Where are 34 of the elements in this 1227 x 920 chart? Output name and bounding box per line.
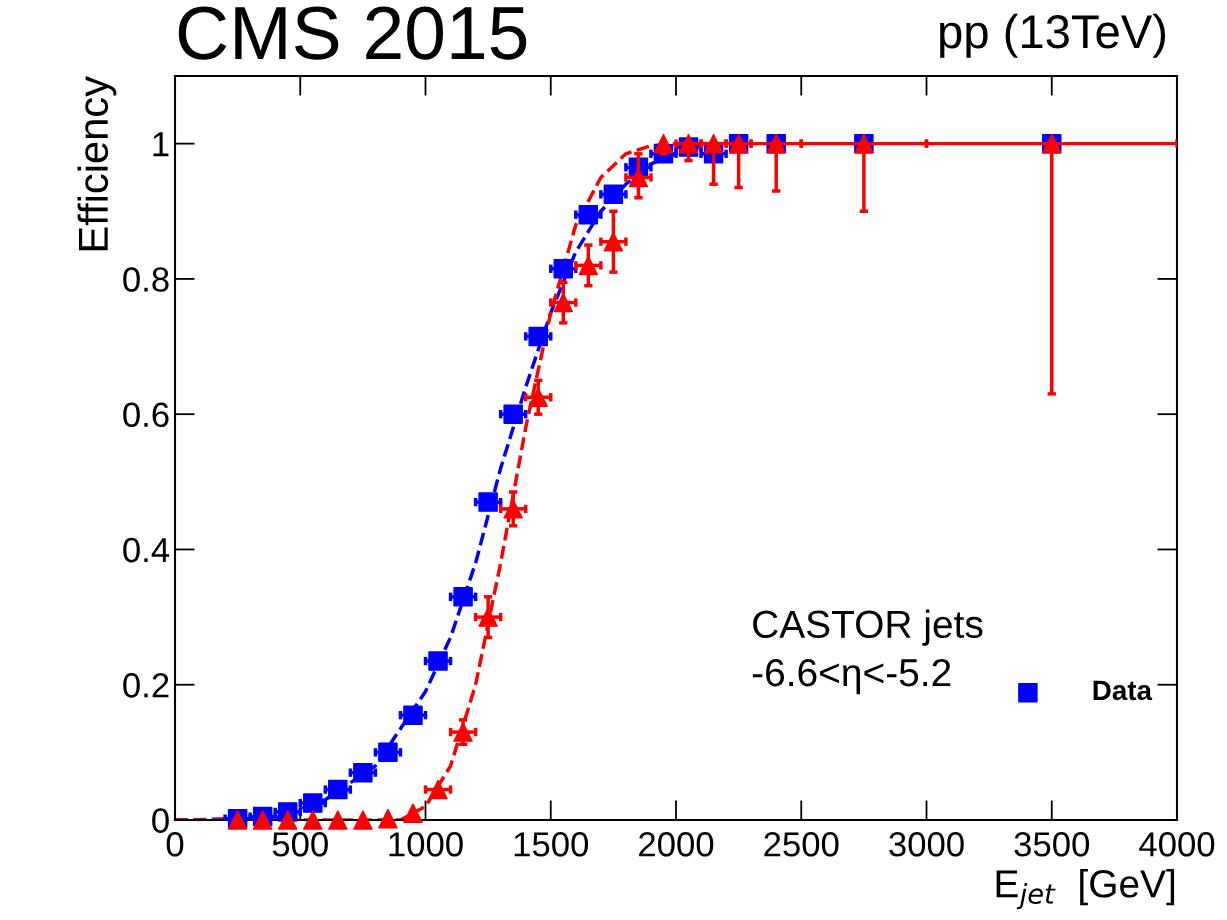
x-axis-title: E$_{jet}$ [GeV] <box>996 869 1175 910</box>
legend-label: Data <box>1093 680 1153 701</box>
x-tick-label: 2000 <box>639 832 714 857</box>
x-tick-label: 1000 <box>389 832 463 857</box>
y-tick-label: 0 <box>152 808 169 833</box>
point <box>553 292 574 313</box>
point <box>603 184 624 205</box>
x-tick-label: 500 <box>272 832 328 857</box>
x-tick-label: 3000 <box>889 832 964 857</box>
y-tick-label: 0.4 <box>123 537 170 563</box>
point <box>303 810 323 830</box>
annotation: -6.6<η<-5.2 <box>752 658 951 695</box>
point <box>603 231 624 252</box>
point <box>628 167 649 188</box>
x-tick-label: 3500 <box>1014 832 1090 857</box>
y-tick-label: 0.8 <box>123 267 169 292</box>
annotation: CASTOR jets <box>753 609 983 646</box>
x-tick-label: 2500 <box>764 832 839 857</box>
point <box>653 133 674 154</box>
point <box>578 255 599 276</box>
chart-subtitle: pp (13TeV) <box>940 13 1166 58</box>
y-axis-title: Efficiency <box>77 76 117 251</box>
point <box>578 204 599 225</box>
point <box>353 810 373 830</box>
y-tick-label: 0.2 <box>123 673 169 698</box>
chart-title: CMS 2015 <box>178 6 527 60</box>
y-tick-label: 1 <box>153 132 169 157</box>
x-tick-label: 4000 <box>1139 832 1215 857</box>
point <box>328 810 348 830</box>
point <box>553 259 574 279</box>
point <box>378 808 398 829</box>
point <box>403 803 423 823</box>
x-tick-label: 1500 <box>514 832 589 857</box>
y-tick-label: 0.6 <box>123 402 169 428</box>
